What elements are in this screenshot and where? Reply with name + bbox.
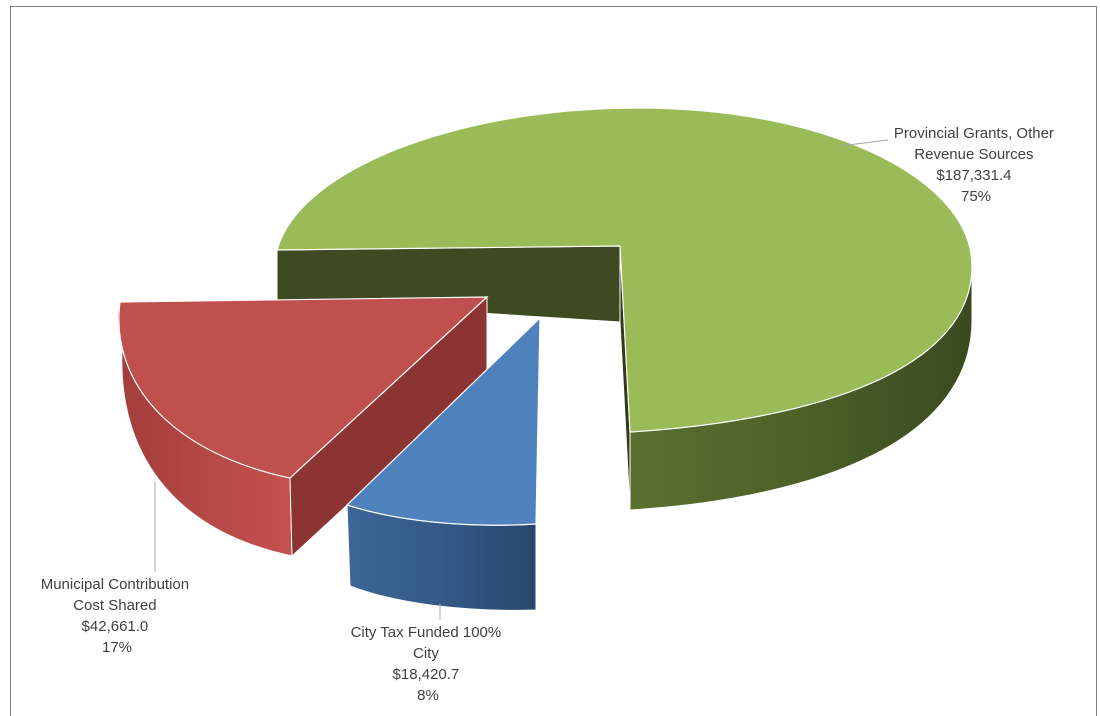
data-label-city-tax-funded: City Tax Funded 100% City $18,420.7 8% xyxy=(351,624,506,704)
data-label-provincial-grants: Provincial Grants, Other Revenue Sources… xyxy=(894,125,1058,205)
slice-municipal-contribution-top xyxy=(118,296,489,479)
slice-provincial-grants-top xyxy=(276,107,973,433)
leader-line-provincial-grants xyxy=(839,139,889,147)
data-label-municipal-contribution: Municipal Contribution Cost Shared $42,6… xyxy=(41,576,194,656)
slice-city-tax-funded xyxy=(345,316,541,611)
slice-city-tax-funded-top xyxy=(345,316,541,526)
slice-municipal-contribution xyxy=(117,295,489,558)
